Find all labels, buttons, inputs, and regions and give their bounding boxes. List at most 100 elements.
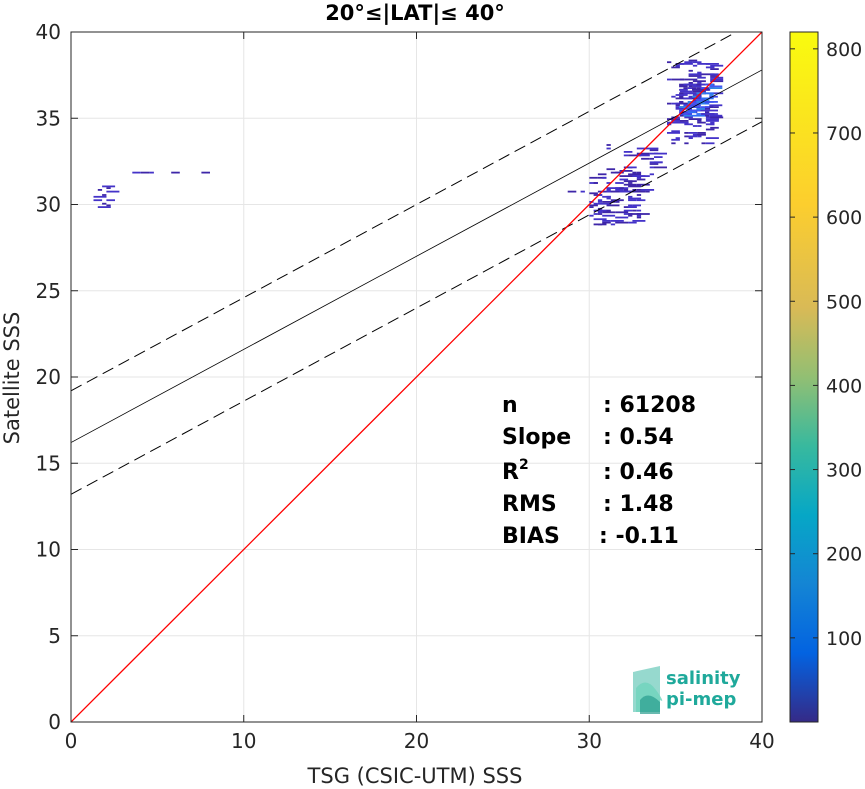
data-point (710, 106, 719, 108)
data-point (710, 73, 719, 76)
data-point (606, 204, 620, 207)
data-point (684, 78, 698, 81)
data-point (106, 199, 115, 202)
data-point (636, 194, 642, 196)
data-point (628, 180, 633, 183)
logo-wave-mark-icon (640, 695, 660, 714)
data-point (709, 113, 718, 115)
data-point (593, 218, 607, 221)
data-point (628, 185, 642, 188)
data-point (580, 190, 585, 193)
data-point (623, 183, 637, 186)
data-point (628, 221, 637, 224)
data-point (649, 157, 654, 160)
data-point (615, 216, 629, 219)
data-point (619, 170, 633, 172)
data-point (606, 197, 611, 200)
data-point (593, 202, 598, 205)
data-point (589, 214, 594, 217)
data-point (636, 209, 642, 212)
data-point (687, 83, 692, 86)
data-point (697, 71, 702, 74)
data-point (709, 95, 718, 98)
data-point (688, 75, 702, 77)
identity-line (71, 32, 762, 722)
data-point (687, 111, 697, 114)
data-point (700, 83, 705, 86)
data-point (705, 137, 719, 139)
data-point (710, 123, 715, 126)
stat-value: : 0.46 (603, 460, 674, 485)
data-point (106, 187, 111, 189)
data-point (692, 88, 701, 91)
data-point (615, 182, 624, 184)
data-point (710, 68, 719, 70)
data-point (688, 85, 693, 88)
data-point (679, 113, 684, 115)
data-point (692, 85, 702, 88)
data-point (606, 209, 611, 212)
data-point (671, 95, 676, 98)
data-point (606, 195, 611, 198)
data-point (705, 99, 710, 102)
data-point (132, 171, 141, 174)
data-point (705, 102, 710, 105)
data-point (602, 221, 611, 224)
data-point (619, 175, 633, 177)
data-point (649, 166, 654, 169)
x-axis-label: TSG (CSIC-UTM) SSS (307, 764, 523, 788)
colorbar-tick-label: 800 (826, 39, 862, 61)
data-point (683, 92, 697, 95)
data-point (671, 78, 685, 81)
data-point (705, 92, 714, 95)
data-point (589, 204, 598, 207)
data-point (679, 95, 684, 98)
data-point (645, 190, 650, 193)
data-point (649, 149, 659, 152)
data-point (106, 204, 111, 207)
data-point (667, 118, 680, 120)
data-point (688, 69, 693, 72)
data-point (701, 142, 706, 145)
data-point (602, 214, 607, 217)
data-point (615, 189, 624, 191)
data-point (610, 220, 620, 222)
data-point (692, 95, 697, 98)
data-point (675, 137, 680, 139)
data-point (628, 182, 633, 184)
data-point (597, 213, 603, 215)
data-point (709, 101, 718, 103)
stat-value: : 1.48 (603, 492, 674, 517)
data-point (710, 92, 724, 95)
stat-value: : -0.11 (599, 524, 679, 549)
data-point (589, 176, 598, 179)
data-point (623, 189, 629, 191)
data-point (705, 109, 718, 112)
data-point (705, 114, 710, 117)
data-point (692, 80, 706, 83)
data-point (636, 199, 646, 202)
data-point (667, 102, 672, 105)
data-point (102, 202, 107, 205)
data-point (700, 107, 705, 110)
data-point (97, 206, 111, 208)
y-axis-label: Satellite SSS (0, 312, 24, 445)
data-point (697, 121, 706, 124)
data-point (710, 75, 719, 77)
data-point (667, 132, 680, 134)
colorbar-tick-label: 600 (826, 207, 862, 229)
data-point (628, 199, 637, 202)
x-tick-label: 40 (749, 729, 774, 753)
plot-area: 0 10 20 30 40 0 5 10 15 20 25 30 35 40 (36, 20, 775, 753)
data-point (636, 171, 642, 174)
data-point (688, 137, 693, 139)
data-point (692, 64, 698, 67)
data-point (628, 206, 637, 208)
data-point (589, 192, 598, 195)
data-point (679, 94, 688, 96)
data-point (688, 82, 693, 84)
logo-line-1: salinity (666, 668, 741, 689)
data-point (636, 183, 650, 186)
y-tick-label: 15 (36, 451, 61, 475)
data-point (641, 157, 650, 160)
